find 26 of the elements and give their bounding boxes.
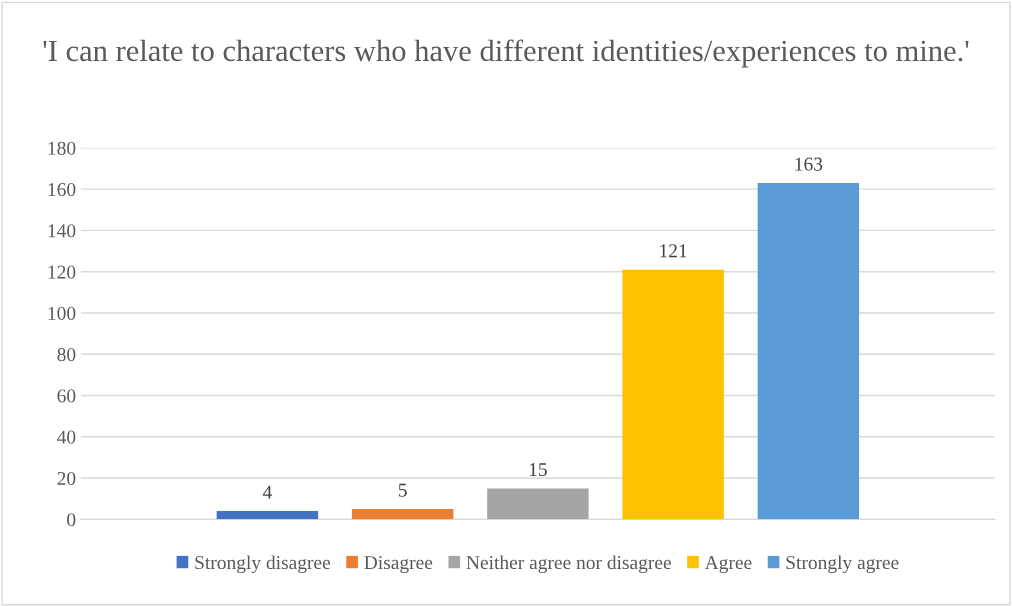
y-tick-label: 0 [67,513,76,527]
y-tick-label: 160 [48,182,76,197]
y-tick-label: 60 [57,389,76,403]
legend-label: Strongly agree [786,555,899,574]
y-tick-label: 100 [48,306,76,320]
y-tick-label: 40 [57,430,76,444]
data-label: 163 [795,157,823,171]
legend-label: Strongly disagree [195,555,331,574]
legend-label: Disagree [364,556,433,574]
legend-label: Agree [704,556,752,574]
bar [757,182,860,520]
data-label: 15 [529,463,547,477]
legend-label: Neither agree nor disagree [466,555,671,574]
bar [487,488,589,520]
y-tick-label: 20 [57,471,76,485]
y-tick-label: 80 [57,348,76,362]
y-tick-label: 120 [48,265,76,279]
bar [622,269,724,520]
y-tick-label: 180 [48,141,76,155]
data-label: 4 [262,485,272,499]
data-label: 5 [398,483,407,497]
bar [216,511,319,520]
bar [351,509,454,520]
chart-title: 'I can relate to characters who have different identities/experiences to mine.' [43,39,969,68]
y-tick-label: 140 [48,224,76,238]
data-label: 121 [660,244,687,258]
